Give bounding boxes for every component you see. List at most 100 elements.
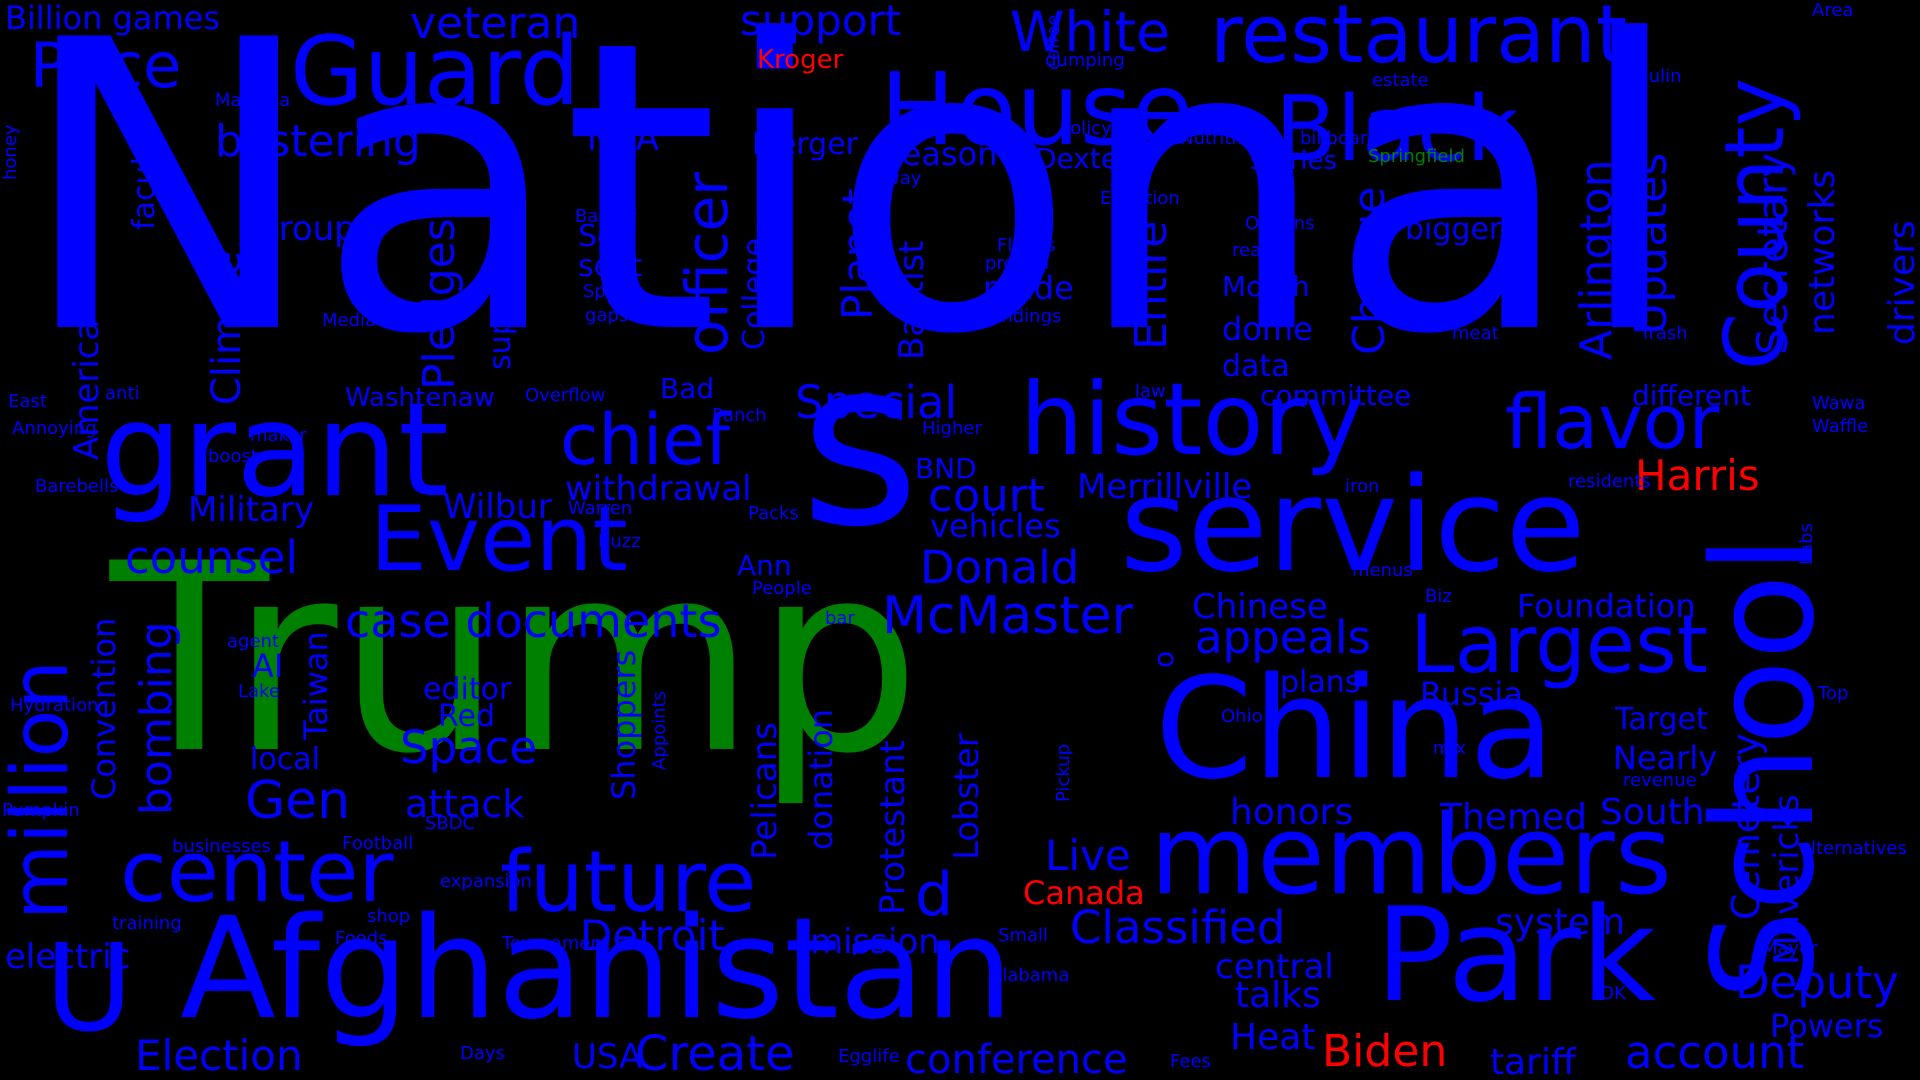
word: Harris (1635, 451, 1760, 500)
word: China (1155, 648, 1555, 811)
word: USA (572, 1037, 643, 1077)
word: Pickup (1053, 743, 1074, 802)
word: mission (810, 922, 940, 962)
word: donation (802, 708, 840, 850)
word: Special (795, 376, 958, 429)
word: U (45, 920, 133, 1059)
word: central (1215, 947, 1334, 987)
word: real (1232, 240, 1267, 261)
word: Biz (1425, 586, 1452, 607)
word: Taiwan (297, 631, 335, 740)
word: Hydration (10, 695, 99, 716)
word: o (1147, 650, 1180, 668)
word: Protestant (873, 740, 913, 915)
word: Price (30, 29, 182, 102)
word: Equation (1100, 188, 1180, 209)
word: vehicles (930, 507, 1061, 545)
word: Flaggs (997, 235, 1056, 256)
word: House (880, 51, 1194, 168)
word: dumping (1045, 50, 1125, 71)
word: alternatives (1800, 838, 1907, 859)
word: Afghanistan (180, 888, 1014, 1051)
word: Trash (1640, 323, 1688, 344)
word: Mayor (1762, 938, 1818, 959)
word: flavor (1505, 378, 1720, 466)
word: Annoying (12, 418, 97, 439)
word: Shoppers (605, 649, 643, 800)
word: East (8, 391, 47, 412)
word: Washtenaw (345, 383, 495, 413)
word: Change (1344, 186, 1395, 355)
word: Overflow (525, 385, 606, 406)
word: support (740, 0, 902, 45)
word: case documents (345, 594, 722, 648)
word: Event (370, 487, 628, 592)
word: bombing (131, 621, 182, 815)
word: Arlington (1571, 159, 1622, 360)
word: Biden (1322, 1026, 1448, 1077)
word: Detroit (580, 911, 725, 960)
word: billboards (1300, 128, 1388, 149)
word: training (112, 913, 182, 934)
word: iron (1345, 476, 1380, 497)
word: Cemetery (1724, 733, 1768, 920)
word: Wilbur (443, 487, 552, 527)
word: Dexter (1035, 142, 1130, 175)
word: Labs (1796, 523, 1817, 565)
word: expansion (440, 871, 533, 892)
word: Merger (752, 127, 858, 162)
word: estate (1372, 70, 1429, 91)
word: Kroger (757, 45, 844, 75)
word: meat (1452, 323, 1499, 344)
word: Lobster (947, 733, 987, 860)
word: Foods (335, 928, 388, 949)
word: Area (1812, 0, 1854, 21)
word: drivers (1882, 220, 1920, 345)
word: attack (405, 782, 525, 826)
word: Chinese (1192, 587, 1328, 627)
word: honey (0, 124, 21, 180)
word: d (915, 860, 954, 930)
word: networks (1802, 170, 1843, 335)
word: bar (825, 608, 855, 629)
word: Climate (204, 251, 250, 405)
word: history (1020, 361, 1364, 478)
word: future (500, 833, 757, 932)
word: BND (915, 452, 977, 485)
word: bigger (1405, 212, 1502, 247)
word: Classified (1070, 901, 1286, 954)
word: Mavericks (1767, 794, 1807, 965)
word: Waffle (1812, 416, 1869, 437)
word: Pelicans (745, 722, 785, 860)
word: committee (1260, 379, 1412, 412)
word: College (737, 238, 772, 350)
word: National (18, 0, 1685, 422)
word: appeals (1195, 611, 1371, 664)
word: Month (1222, 270, 1310, 303)
word: findings (990, 306, 1062, 327)
word: account (1625, 1026, 1805, 1079)
word: Inulin (1632, 66, 1682, 87)
word: Largest (1410, 598, 1709, 691)
word: talks (1235, 975, 1321, 1016)
word: businesses (172, 836, 271, 857)
word: Canada (1023, 874, 1145, 912)
word: s (800, 311, 920, 578)
word: Guard (290, 17, 580, 127)
word: NBA (587, 119, 660, 159)
word: season (885, 135, 998, 173)
word: Election (135, 1031, 303, 1080)
word: Punch (712, 405, 767, 426)
word: Nutritional (1180, 128, 1275, 149)
word: Ann (737, 549, 792, 582)
word: Target (1615, 702, 1708, 737)
word: Days (460, 1043, 505, 1064)
word: maker (250, 425, 307, 446)
word: Gen (245, 771, 351, 831)
word: agent (227, 631, 279, 652)
word: electric (5, 937, 131, 977)
word: Themed (1440, 797, 1588, 838)
word: Donald (920, 541, 1080, 594)
word: faculty (127, 127, 162, 230)
